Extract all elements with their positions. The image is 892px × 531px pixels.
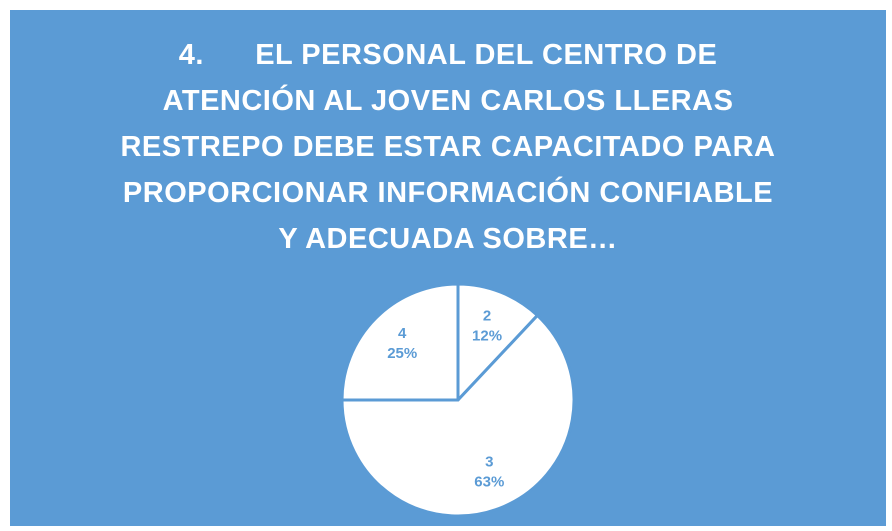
chart-panel: 4. EL PERSONAL DEL CENTRO DE ATENCIÓN AL… [10, 10, 886, 526]
pie-slice [340, 282, 460, 402]
slice-value-label: 12% [472, 328, 502, 345]
slice-category-label: 2 [483, 308, 491, 325]
slice-value-label: 25% [387, 345, 417, 362]
slice-category-label: 3 [485, 453, 493, 470]
slice-value-label: 63% [474, 473, 504, 490]
slice-category-label: 4 [398, 325, 407, 342]
chart: 10%212%363%425% [340, 282, 576, 518]
chart-title: 4. EL PERSONAL DEL CENTRO DE ATENCIÓN AL… [120, 39, 785, 255]
pie-slice [456, 282, 539, 402]
pie-slice [340, 313, 576, 518]
